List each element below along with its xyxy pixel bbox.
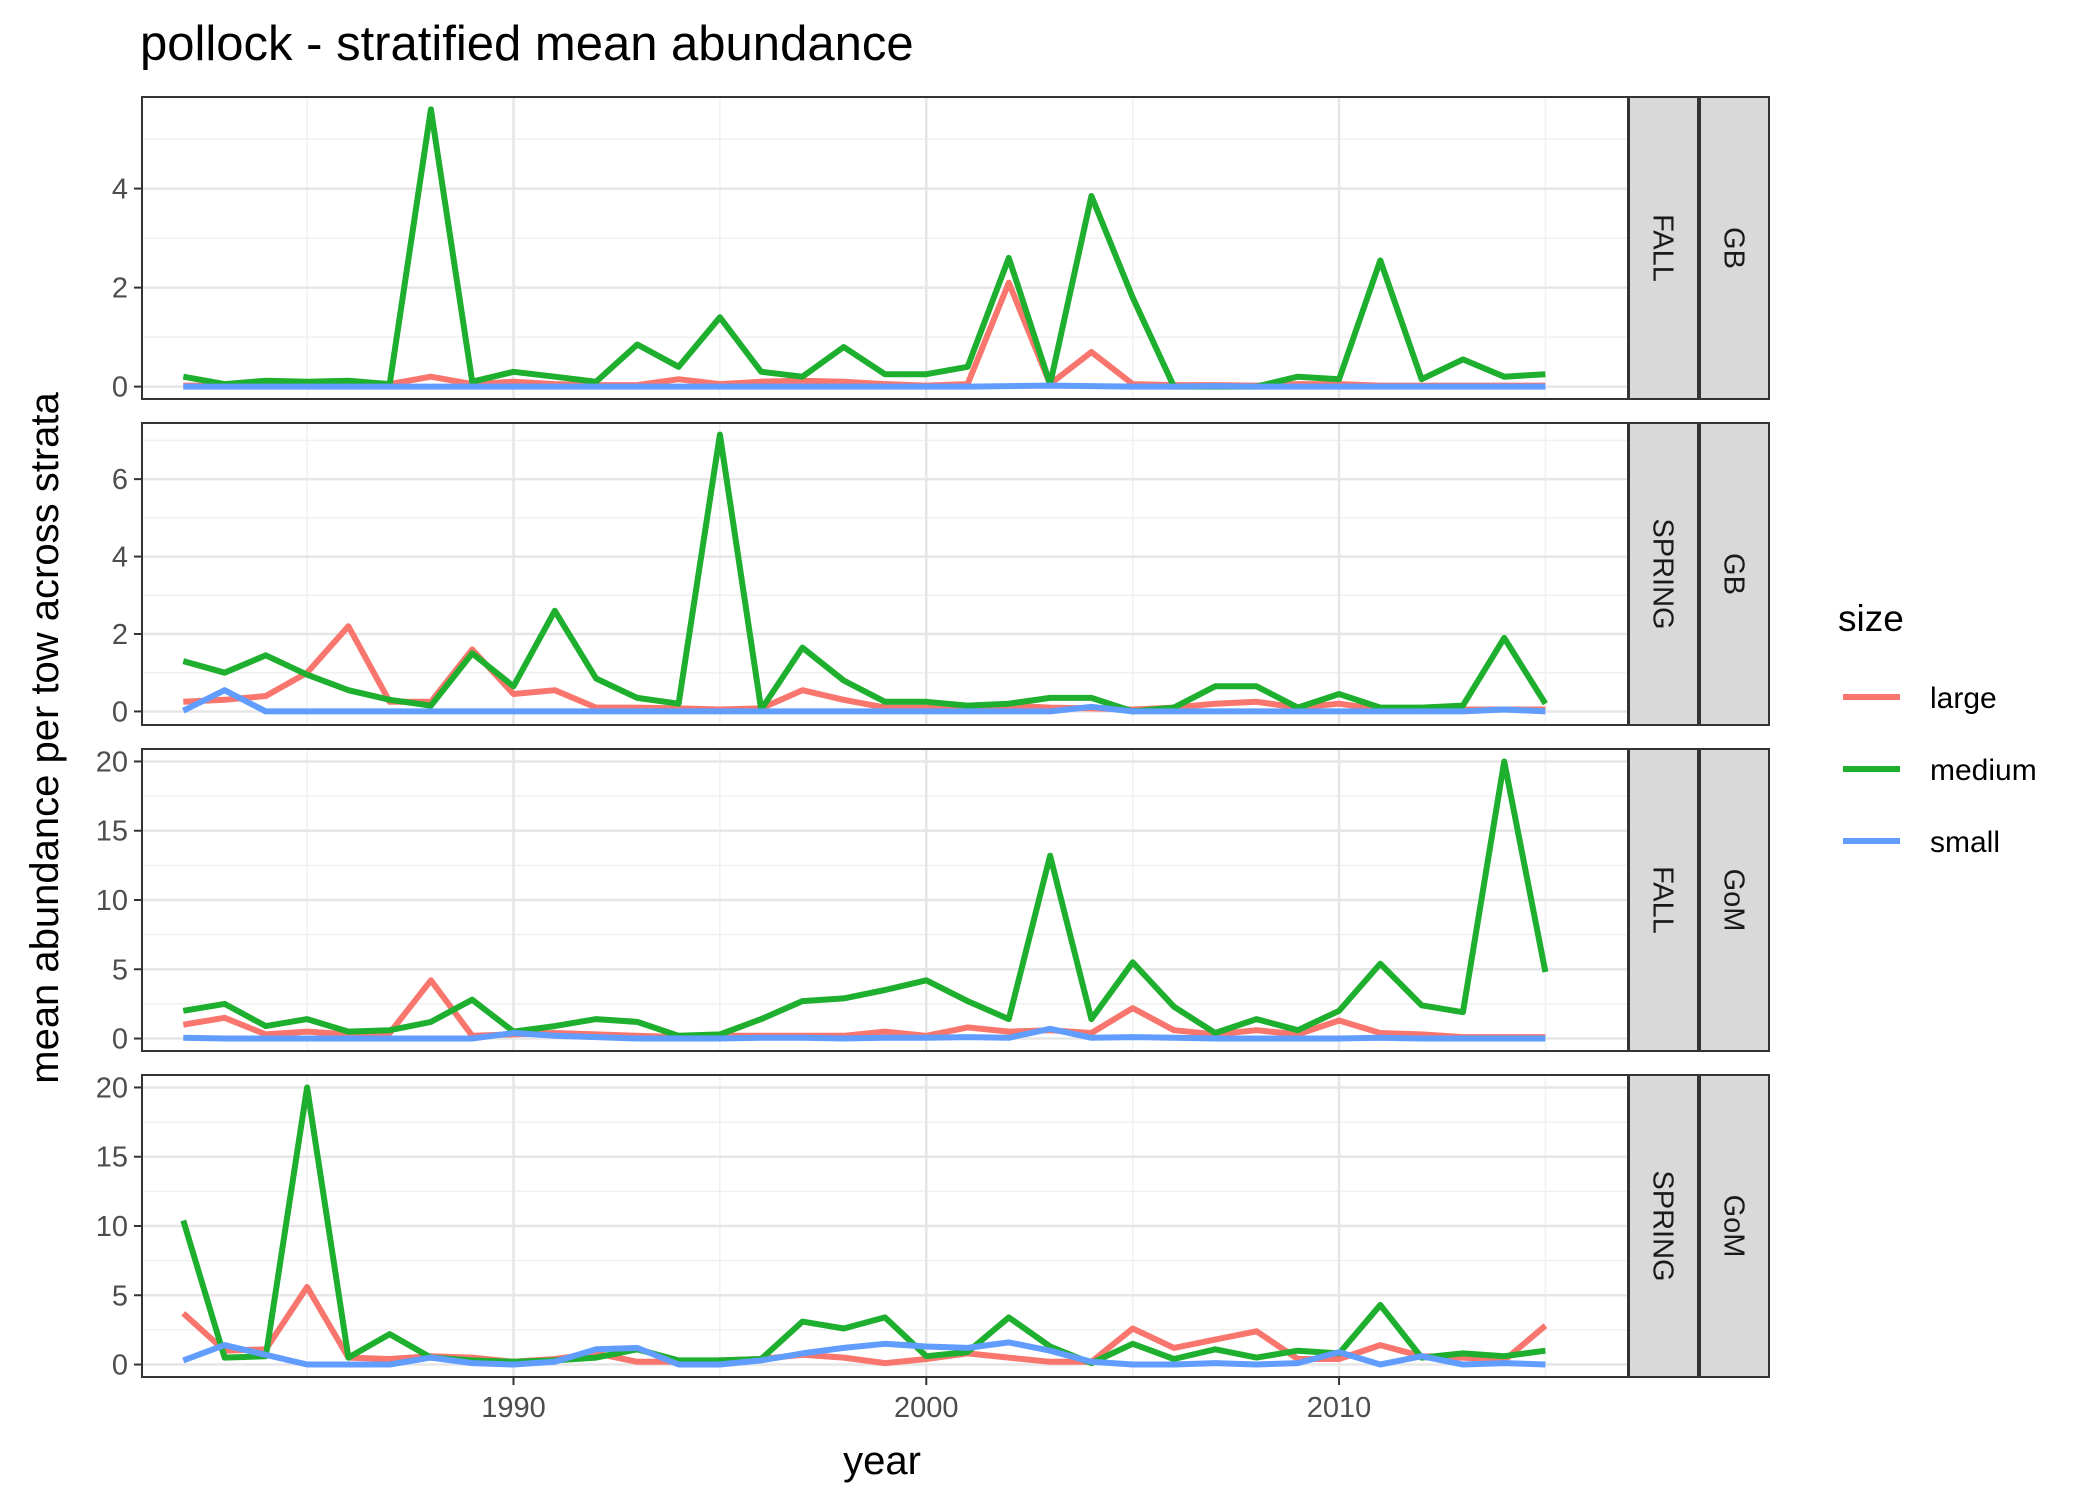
y-tick-label: 5 [112,954,128,986]
series-line-medium [182,758,1549,1039]
series-line-medium [182,106,1546,390]
strip-season [1628,96,1699,400]
y-tick-label: 0 [112,1350,128,1382]
y-tick-label: 0 [112,372,128,404]
facet-panel-gom-fall: 0 5 10 15 20 FALL GoM [96,746,1770,1056]
y-tick-label: 15 [96,816,128,848]
strip-label-season: SPRING [1647,518,1679,629]
legend-label-medium: medium [1930,754,2037,787]
x-axis-title: year [843,1439,921,1483]
series-line-medium [182,431,1548,715]
strip-season [1628,748,1699,1052]
y-tick-label: 6 [112,464,128,496]
facet-panel-gb-spring: 0 2 4 6 SPRING GB [112,422,1770,728]
series-line-small [182,1339,1546,1368]
legend-title: size [1838,598,1904,639]
y-tick-label: 10 [96,1211,128,1243]
x-tick-label: 2000 [894,1392,959,1424]
facet-panel-gb-fall: 0 2 4 FALL GB [112,96,1770,404]
series-line-small [183,382,1546,390]
y-tick-label: 10 [96,885,128,917]
facet-panel-gom-spring: 0 5 10 15 20 SPRING GoM 1990 2000 2010 [96,1072,1770,1424]
y-tick-label: 15 [96,1142,128,1174]
y-tick-label: 4 [112,542,128,574]
series-line-medium [180,1084,1546,1367]
strip-region [1699,96,1770,400]
strip-region [1699,422,1770,726]
strip-label-season: FALL [1647,214,1679,282]
strip-region [1699,1074,1770,1378]
legend-label-large: large [1930,682,1997,715]
series-line-small [181,687,1546,715]
strip-label-season: SPRING [1647,1170,1679,1281]
y-tick-label: 5 [112,1280,128,1312]
strip-season [1628,1074,1699,1378]
strip-region [1699,748,1770,1052]
strip-label-season: FALL [1647,866,1679,934]
panel-background [142,97,1628,399]
legend-label-small: small [1930,826,2000,859]
x-tick-label: 2010 [1307,1392,1372,1424]
chart-title: pollock - stratified mean abundance [140,17,914,71]
panel-background [142,423,1628,725]
facet-panels: 0 2 4 FALL GB 0 2 4 6 SPRING GB 0 5 10 15 20 FALL GoM 0 5 10… [96,96,1770,1424]
y-tick-label: 20 [96,1072,128,1104]
series-line-large [182,977,1546,1041]
y-axis-title: mean abundance per tow across strata [23,392,67,1084]
y-tick-label: 4 [112,174,128,206]
strip-season [1628,422,1699,726]
y-tick-label: 0 [112,696,128,728]
y-tick-label: 20 [96,746,128,778]
y-tick-label: 0 [112,1024,128,1056]
y-tick-label: 2 [112,273,128,305]
y-tick-label: 2 [112,619,128,651]
strip-label-region: GB [1718,553,1750,595]
legend: size large medium small [1838,598,2037,859]
x-tick-label: 1990 [481,1392,546,1424]
strip-label-region: GoM [1718,1195,1750,1258]
strip-label-region: GoM [1718,869,1750,932]
series-line-small [183,1025,1546,1042]
strip-label-region: GB [1718,227,1750,269]
